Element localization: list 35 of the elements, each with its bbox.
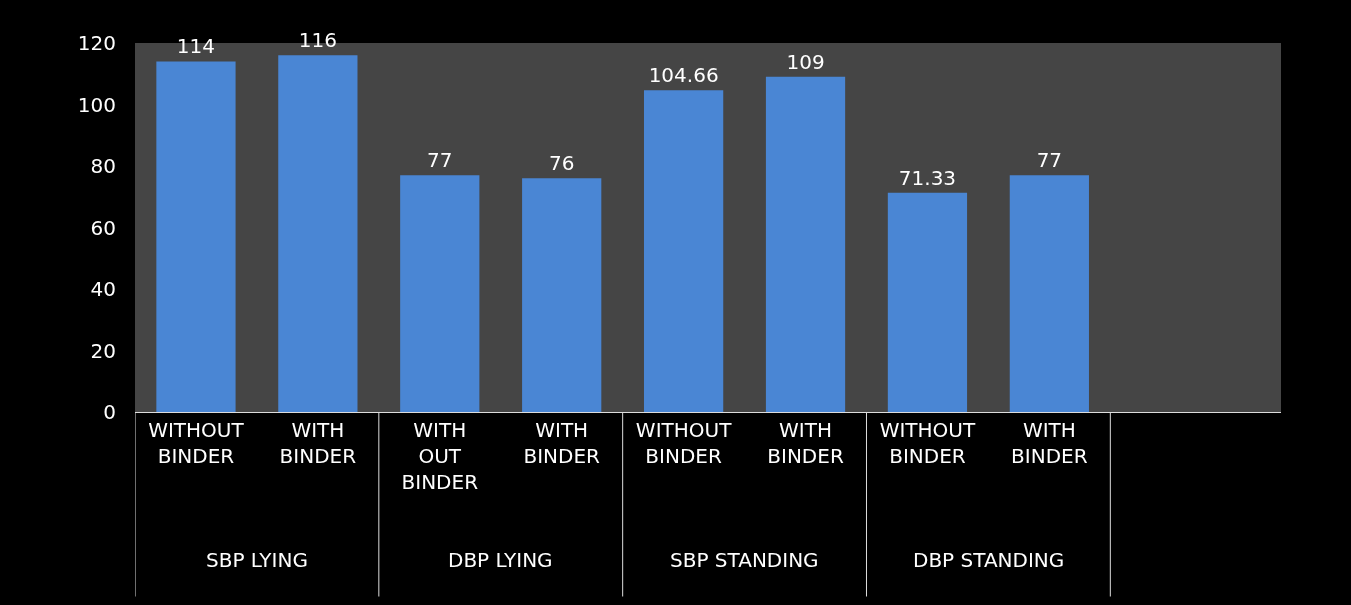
bar (643, 90, 724, 412)
x-tick-label: WITH BINDER (1011, 418, 1088, 468)
x-tick-label: WITHOUT BINDER (635, 418, 733, 468)
bar (765, 76, 846, 412)
data-label: 71.33 (898, 165, 957, 190)
y-tick-label: 100 (77, 92, 116, 117)
data-label: 77 (427, 148, 453, 173)
data-label: 77 (1036, 148, 1063, 173)
bar (400, 175, 480, 412)
data-label: 109 (786, 49, 825, 74)
data-label: 116 (298, 28, 337, 53)
y-tick-label: 60 (90, 215, 116, 240)
y-tick-label: 20 (90, 338, 116, 363)
x-tick-label: WITH BINDER (523, 418, 601, 468)
x-tick-label: WITHOUT BINDER (879, 418, 976, 468)
y-tick-label: 80 (90, 154, 116, 178)
bar (1009, 175, 1089, 412)
text: SBP STANDING (670, 548, 819, 572)
y-tick-label: 120 (77, 31, 116, 55)
y-tick-label: 40 (90, 277, 116, 301)
bar (278, 55, 358, 412)
x-tick-label: WITH BINDER (279, 418, 357, 468)
bar (156, 61, 236, 412)
x-tick-label: WITHOUT BINDER (148, 418, 245, 468)
x-tick-label: WITH OUT BINDER (401, 418, 479, 494)
text: DBP LYING (448, 548, 553, 572)
data-label: 76 (548, 151, 575, 176)
bar (887, 192, 968, 412)
data-label: 114 (176, 34, 216, 59)
bar (522, 178, 602, 412)
y-tick-label: 0 (103, 400, 116, 424)
x-tick-label: WITH BINDER (767, 418, 844, 468)
text: DBP STANDING (913, 548, 1065, 572)
text: SBP LYING (206, 548, 308, 572)
data-label: 104.66 (648, 63, 719, 88)
